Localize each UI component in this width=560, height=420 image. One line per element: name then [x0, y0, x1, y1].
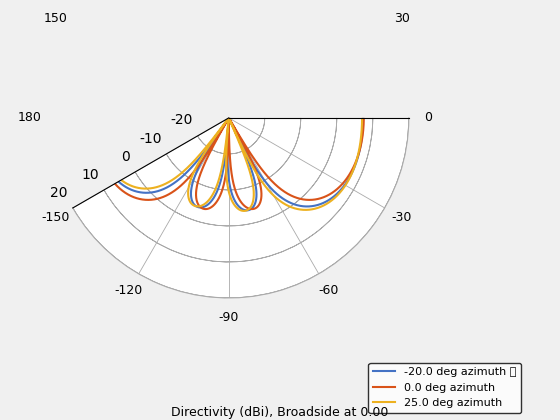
25.0 deg azimuth [92, 116, 99, 121]
25.0 deg azimuth [106, 165, 113, 170]
25.0 deg azimuth [225, 116, 232, 121]
-20.0 deg azimuth Ⓐ [91, 116, 98, 121]
25.0 deg azimuth [248, 58, 254, 63]
0.0 deg azimuth [138, 197, 144, 202]
Legend: -20.0 deg azimuth Ⓐ, 0.0 deg azimuth, 25.0 deg azimuth: -20.0 deg azimuth Ⓐ, 0.0 deg azimuth, 25… [368, 363, 521, 413]
0.0 deg azimuth [258, 196, 264, 201]
25.0 deg azimuth [244, 162, 251, 167]
-20.0 deg azimuth Ⓐ [252, 181, 259, 186]
-20.0 deg azimuth Ⓐ [216, 46, 222, 51]
-20.0 deg azimuth Ⓐ [91, 116, 98, 121]
-20.0 deg azimuth Ⓐ [253, 45, 259, 50]
0.0 deg azimuth [90, 116, 97, 121]
Line: 25.0 deg azimuth: 25.0 deg azimuth [95, 25, 362, 211]
0.0 deg azimuth [225, 116, 232, 121]
-20.0 deg azimuth Ⓐ [225, 116, 232, 121]
25.0 deg azimuth [150, 185, 156, 190]
-20.0 deg azimuth Ⓐ [144, 190, 151, 195]
-20.0 deg azimuth Ⓐ [352, 162, 359, 167]
Line: -20.0 deg azimuth Ⓐ: -20.0 deg azimuth Ⓐ [95, 26, 363, 210]
25.0 deg azimuth [218, 62, 225, 67]
25.0 deg azimuth [348, 173, 354, 178]
-20.0 deg azimuth Ⓐ [146, 190, 153, 195]
0.0 deg azimuth [90, 116, 97, 121]
0.0 deg azimuth [102, 167, 109, 172]
0.0 deg azimuth [258, 33, 264, 38]
25.0 deg azimuth [92, 116, 99, 121]
Text: Directivity (dBi), Broadside at 0.00: Directivity (dBi), Broadside at 0.00 [171, 406, 389, 419]
-20.0 deg azimuth Ⓐ [104, 166, 111, 171]
Line: 0.0 deg azimuth: 0.0 deg azimuth [94, 27, 364, 209]
0.0 deg azimuth [139, 197, 146, 202]
0.0 deg azimuth [213, 32, 220, 37]
25.0 deg azimuth [151, 185, 158, 190]
